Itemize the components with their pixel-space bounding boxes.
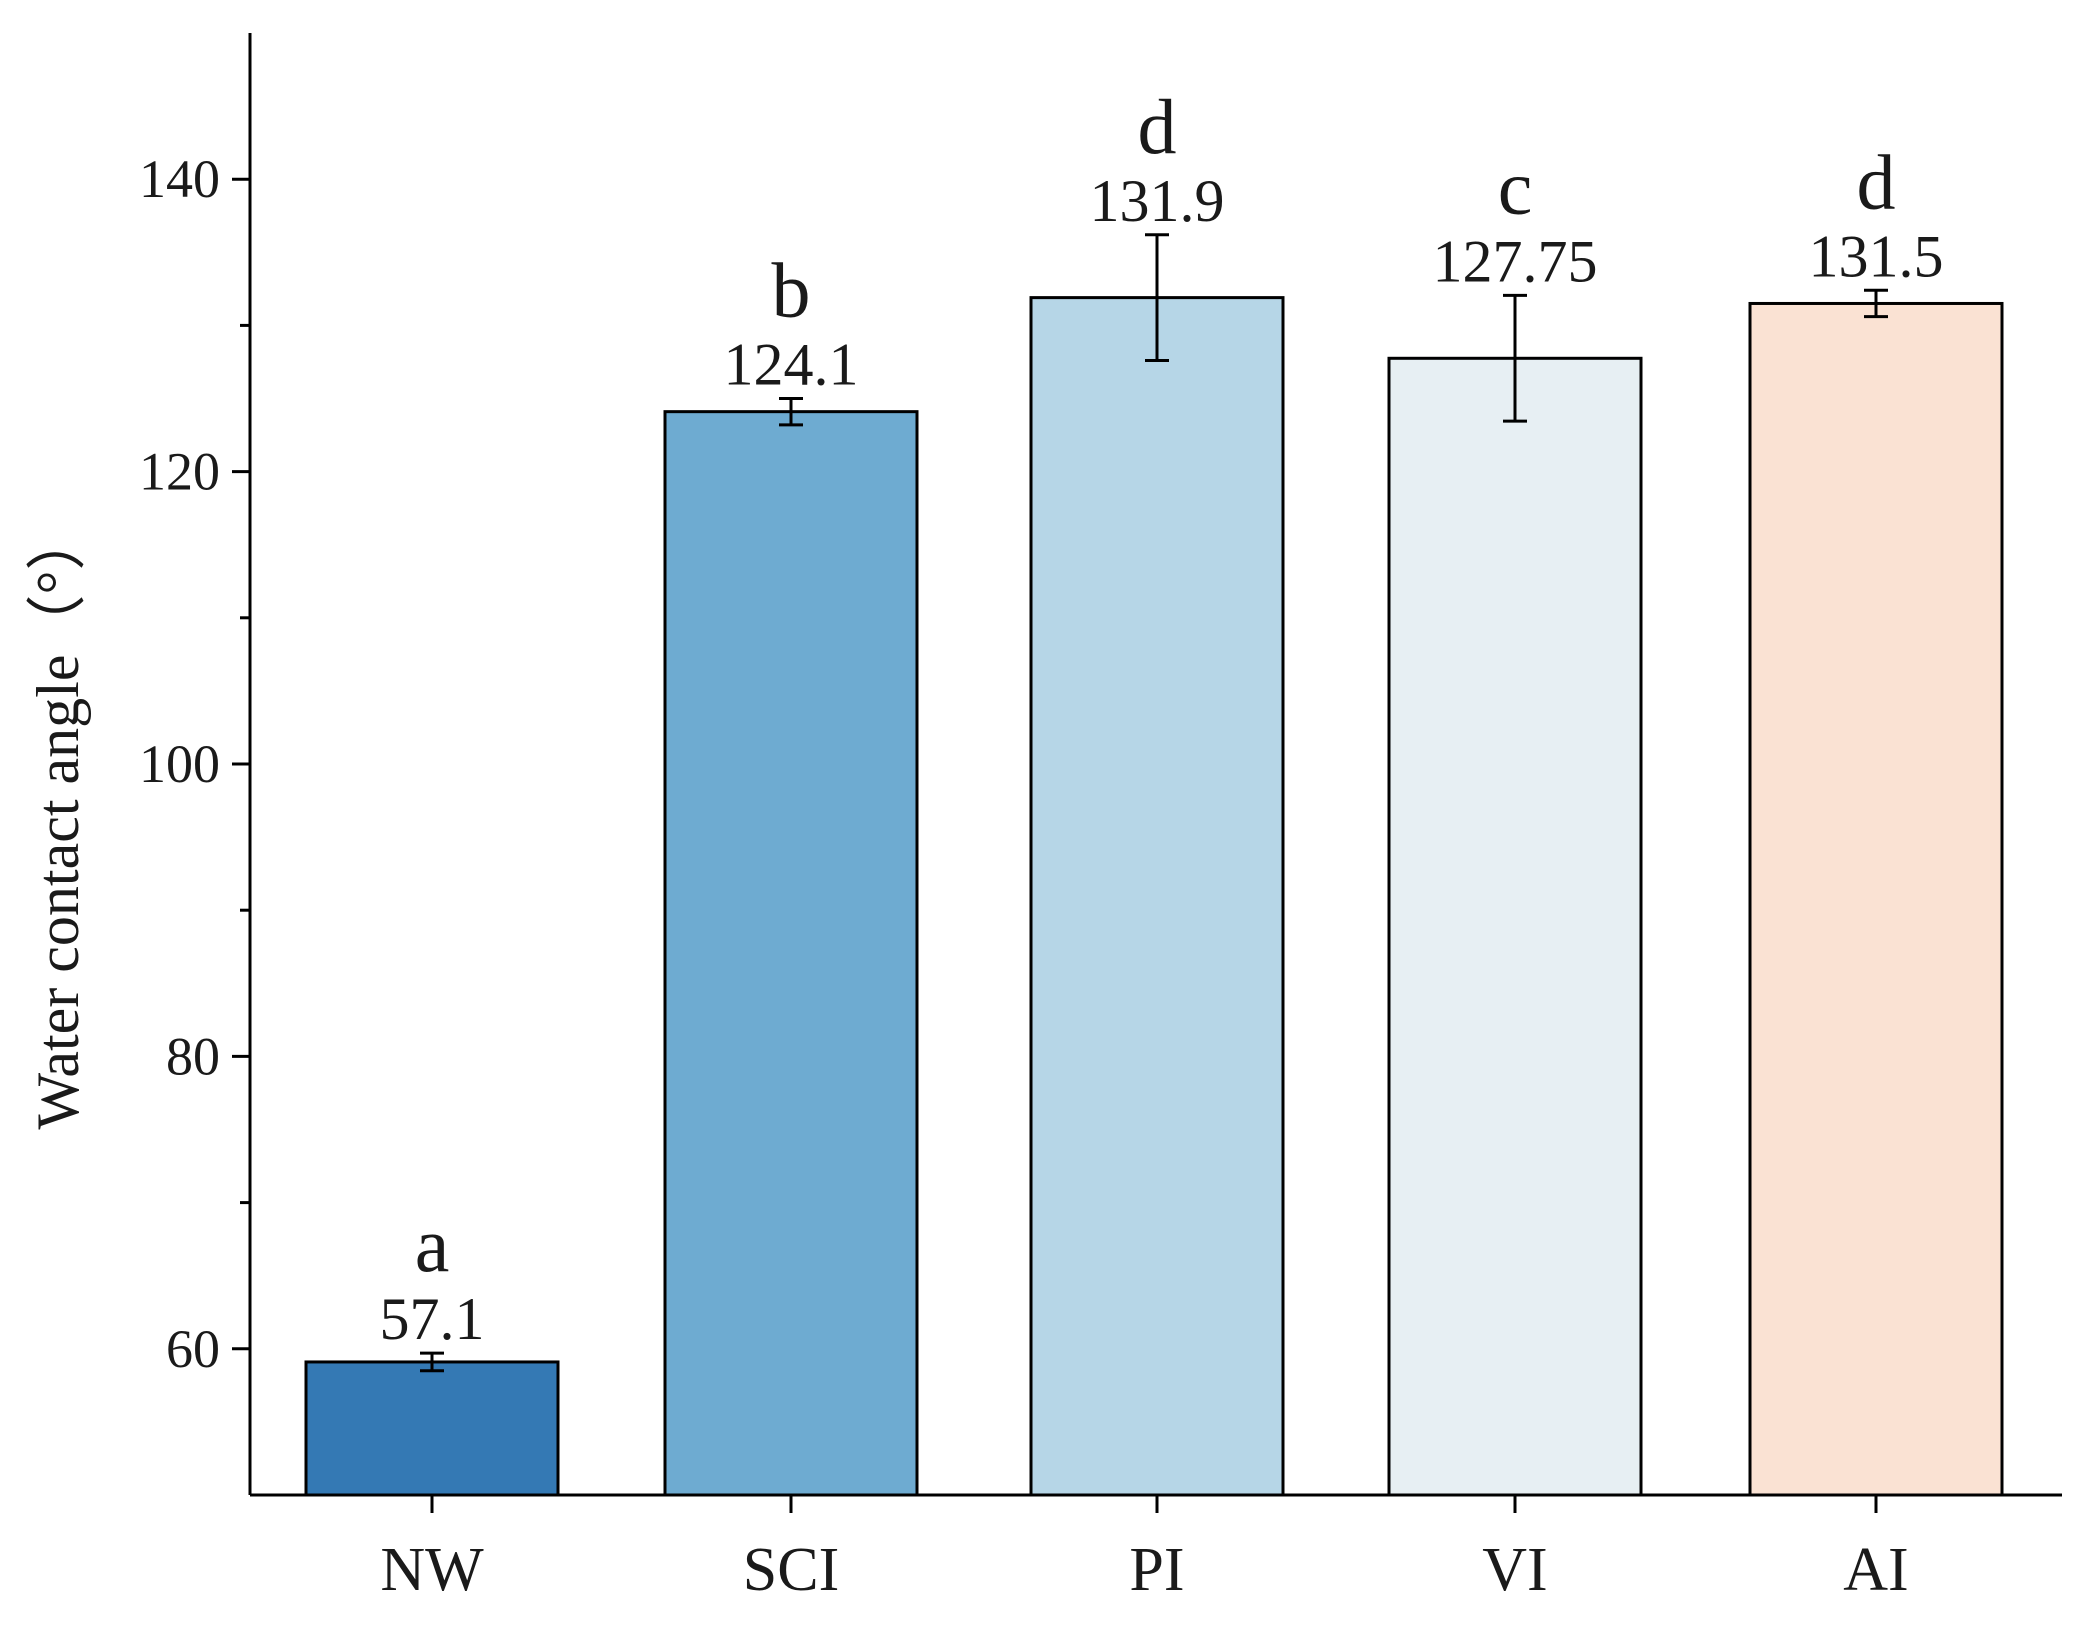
y-tick-label-100: 100 [139, 734, 220, 794]
significance-label-vi: c [1498, 143, 1533, 230]
x-tick-label-vi: VI [1482, 1536, 1547, 1604]
y-tick-label-80: 80 [166, 1026, 220, 1086]
x-tick-label-pi: PI [1129, 1536, 1184, 1604]
y-tick-label-60: 60 [166, 1319, 220, 1379]
y-axis-label: Water contact angle（°） [25, 511, 91, 1130]
bar-pi [1029, 296, 1285, 1497]
bar-sci [663, 410, 919, 1497]
y-tick-label-140: 140 [139, 149, 220, 209]
labels-group: NW57.1aSCI124.1bPI131.9dVI127.75cAI131.5… [380, 83, 1944, 1604]
significance-label-sci: b [772, 247, 811, 334]
ticks-group: 60 80 100 120 140 [139, 149, 1878, 1513]
y-tick-label-120: 120 [139, 442, 220, 502]
bar-ai [1748, 301, 2004, 1497]
significance-label-ai: d [1857, 138, 1896, 225]
value-label-vi: 127.75 [1433, 228, 1598, 294]
value-label-sci: 124.1 [724, 332, 859, 398]
bars-group [304, 296, 2004, 1497]
x-tick-label-sci: SCI [743, 1536, 839, 1604]
significance-label-pi: d [1138, 83, 1177, 170]
x-tick-label-ai: AI [1843, 1536, 1908, 1604]
significance-label-nw: a [415, 1201, 450, 1288]
value-label-nw: 57.1 [380, 1286, 485, 1352]
x-tick-label-nw: NW [380, 1536, 484, 1604]
value-label-pi: 131.9 [1090, 168, 1225, 234]
bar-nw [304, 1360, 560, 1497]
error-bars-group [420, 233, 1888, 1373]
bar-vi [1387, 356, 1643, 1497]
value-label-ai: 131.5 [1809, 223, 1944, 289]
